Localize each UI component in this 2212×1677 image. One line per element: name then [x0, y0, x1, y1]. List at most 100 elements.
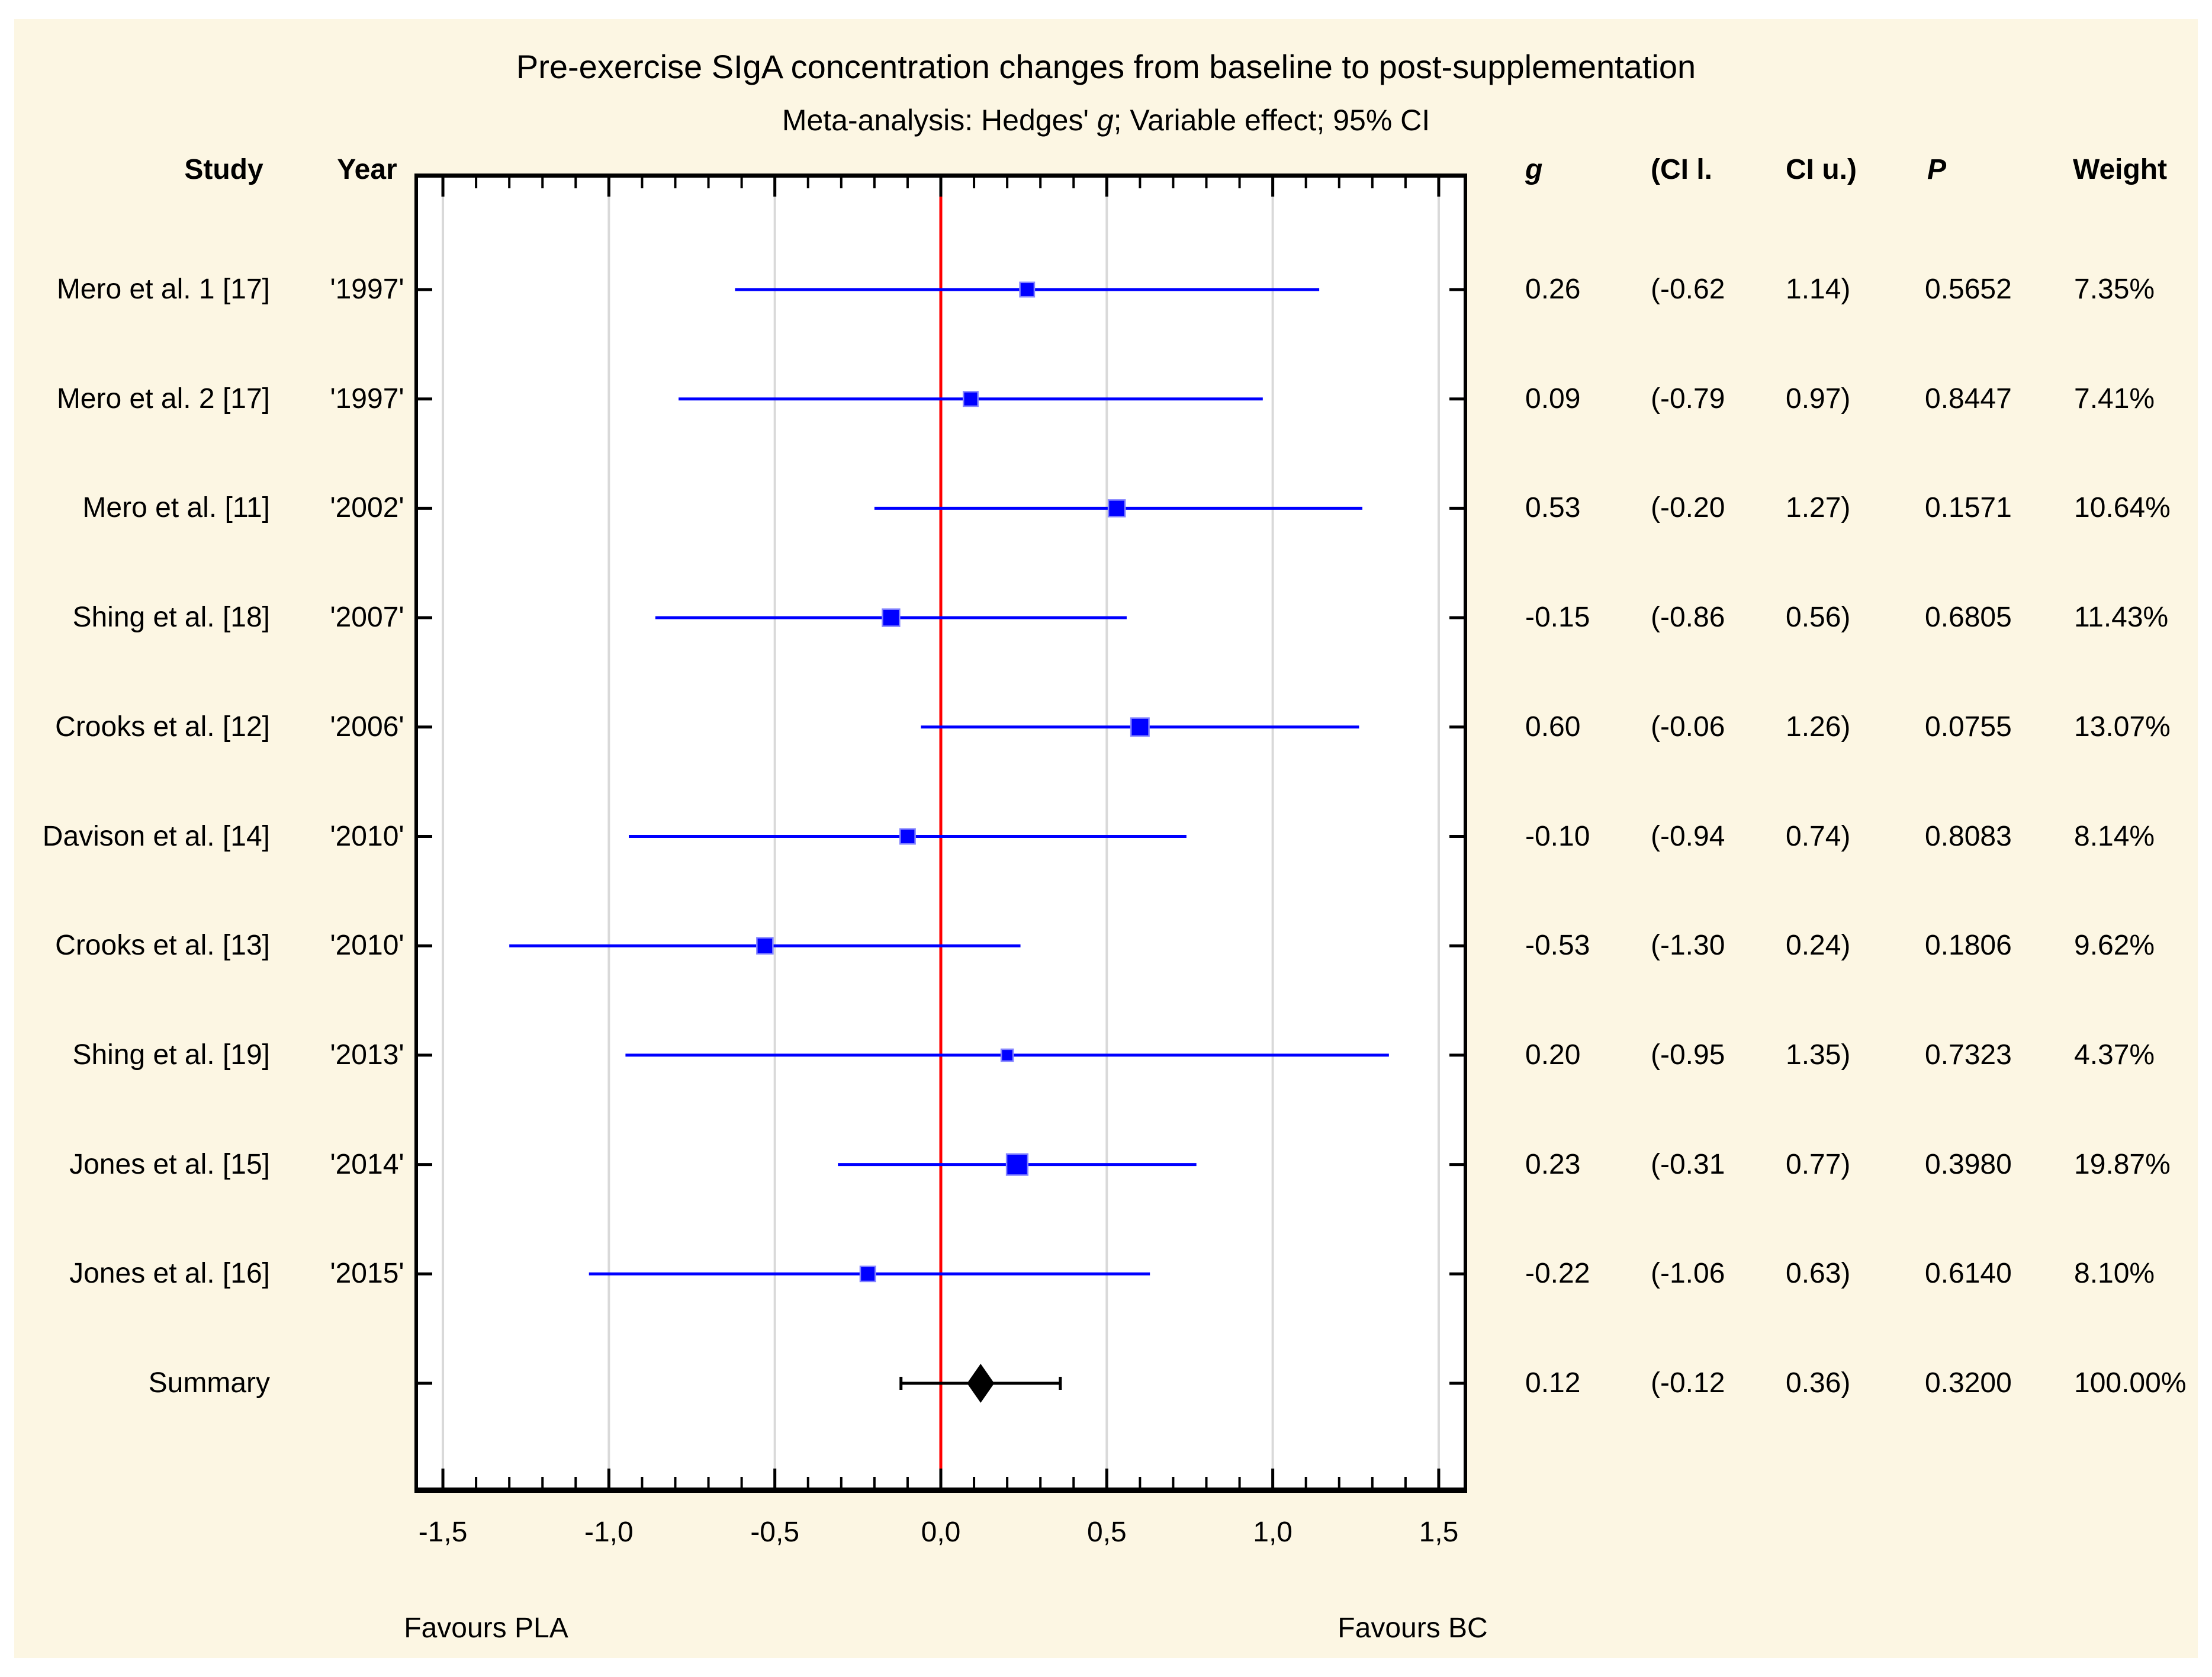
column-header-p: P — [1927, 154, 1947, 185]
ci-upper-value: 1.14) — [1786, 274, 1851, 305]
ci-upper-value: 0.74) — [1786, 820, 1851, 852]
g-value: 0.23 — [1525, 1148, 1581, 1180]
column-header-study: Study — [184, 154, 263, 185]
p-value: 0.1806 — [1925, 930, 2012, 962]
chart-title: Pre-exercise SIgA concentration changes … — [516, 48, 1696, 85]
ci-upper-value: 1.27) — [1786, 492, 1851, 524]
column-header-weight: Weight — [2073, 154, 2168, 185]
g-value: 0.12 — [1525, 1367, 1581, 1399]
year-label: '2010' — [330, 930, 404, 962]
favours-bc-label: Favours BC — [1338, 1612, 1488, 1644]
subtitle-suffix: ; Variable effect; 95% CI — [1113, 104, 1430, 137]
study-marker-square — [859, 1265, 876, 1283]
g-value: -0.15 — [1525, 602, 1590, 634]
x-tick-label: -0,5 — [750, 1517, 800, 1548]
g-value: 0.20 — [1525, 1039, 1581, 1071]
ci-upper-value: 1.26) — [1786, 711, 1851, 743]
weight-value: 19.87% — [2074, 1148, 2171, 1180]
p-value: 0.3980 — [1925, 1148, 2012, 1180]
study-marker-square — [1107, 499, 1126, 518]
x-tick-label: 1,0 — [1253, 1517, 1293, 1548]
study-marker-square — [1000, 1048, 1014, 1062]
column-header-ci-upper: CI u.) — [1786, 154, 1857, 185]
study-label: Mero et al. 1 [17] — [56, 274, 270, 305]
year-label: '2010' — [330, 820, 404, 852]
study-marker-square — [899, 828, 916, 845]
study-marker-square — [962, 391, 979, 407]
x-tick-label: 1,5 — [1419, 1517, 1459, 1548]
year-label: '2015' — [330, 1258, 404, 1290]
year-label: '2006' — [330, 711, 404, 743]
ci-lower-value: (-1.06 — [1651, 1258, 1725, 1290]
study-label: Crooks et al. [12] — [55, 711, 270, 743]
ci-lower-value: (-0.95 — [1651, 1039, 1725, 1071]
study-label: Shing et al. [19] — [72, 1039, 270, 1071]
x-tick-label: -1,0 — [584, 1517, 634, 1548]
p-value: 0.1571 — [1925, 492, 2012, 524]
year-label: '2007' — [330, 602, 404, 634]
study-marker-square — [1130, 717, 1150, 737]
weight-value: 8.14% — [2074, 820, 2155, 852]
study-label: Jones et al. [16] — [69, 1258, 270, 1290]
ci-upper-value: 0.24) — [1786, 930, 1851, 962]
x-tick-label: 0,5 — [1086, 1517, 1127, 1548]
ci-lower-value: (-0.12 — [1651, 1367, 1725, 1399]
study-label: Mero et al. [11] — [82, 492, 270, 524]
p-value: 0.6140 — [1925, 1258, 2012, 1290]
p-value: 0.3200 — [1925, 1367, 2012, 1399]
ci-upper-value: 0.36) — [1786, 1367, 1851, 1399]
subtitle-prefix: Meta-analysis: Hedges' — [782, 104, 1097, 137]
p-value: 0.6805 — [1925, 602, 2012, 634]
p-value: 0.7323 — [1925, 1039, 2012, 1071]
ci-lower-value: (-0.06 — [1651, 711, 1725, 743]
weight-value: 13.07% — [2074, 711, 2171, 743]
study-label: Summary — [148, 1367, 270, 1399]
favours-pla-label: Favours PLA — [404, 1612, 568, 1644]
p-value: 0.8447 — [1925, 383, 2012, 415]
ci-upper-value: 0.63) — [1786, 1258, 1851, 1290]
study-label: Davison et al. [14] — [42, 820, 270, 852]
column-header-ci-lower: (CI l. — [1651, 154, 1712, 185]
year-label: '2013' — [330, 1039, 404, 1071]
study-marker-square — [1005, 1153, 1029, 1176]
chart-subtitle: Meta-analysis: Hedges' g; Variable effec… — [0, 104, 2212, 137]
study-label: Crooks et al. [13] — [55, 930, 270, 962]
g-value: -0.10 — [1525, 820, 1590, 852]
study-marker-square — [882, 608, 901, 627]
ci-lower-value: (-0.31 — [1651, 1148, 1725, 1180]
ci-upper-value: 0.56) — [1786, 602, 1851, 634]
study-label: Shing et al. [18] — [72, 602, 270, 634]
ci-lower-value: (-0.86 — [1651, 602, 1725, 634]
g-value: 0.53 — [1525, 492, 1581, 524]
study-marker-square — [1019, 281, 1036, 298]
ci-upper-value: 0.97) — [1786, 383, 1851, 415]
column-header-g: g — [1525, 154, 1543, 185]
weight-value: 7.41% — [2074, 383, 2155, 415]
weight-value: 8.10% — [2074, 1258, 2155, 1290]
study-label: Jones et al. [15] — [69, 1148, 270, 1180]
x-tick-label: -1,5 — [418, 1517, 468, 1548]
year-label: '1997' — [330, 383, 404, 415]
g-value: 0.09 — [1525, 383, 1581, 415]
year-label: '1997' — [330, 274, 404, 305]
ci-lower-value: (-0.79 — [1651, 383, 1725, 415]
forest-plot-svg — [418, 178, 1464, 1488]
g-value: -0.53 — [1525, 930, 1590, 962]
p-value: 0.5652 — [1925, 274, 2012, 305]
p-value: 0.8083 — [1925, 820, 2012, 852]
x-tick-label: 0,0 — [921, 1517, 961, 1548]
ci-lower-value: (-0.62 — [1651, 274, 1725, 305]
study-marker-square — [756, 937, 774, 955]
summary-diamond — [967, 1364, 995, 1403]
plot-area — [414, 174, 1467, 1493]
ci-lower-value: (-0.20 — [1651, 492, 1725, 524]
weight-value: 7.35% — [2074, 274, 2155, 305]
ci-upper-value: 1.35) — [1786, 1039, 1851, 1071]
column-header-year: Year — [337, 154, 397, 185]
weight-value: 100.00% — [2074, 1367, 2187, 1399]
p-value: 0.0755 — [1925, 711, 2012, 743]
ci-lower-value: (-1.30 — [1651, 930, 1725, 962]
ci-upper-value: 0.77) — [1786, 1148, 1851, 1180]
study-label: Mero et al. 2 [17] — [56, 383, 270, 415]
